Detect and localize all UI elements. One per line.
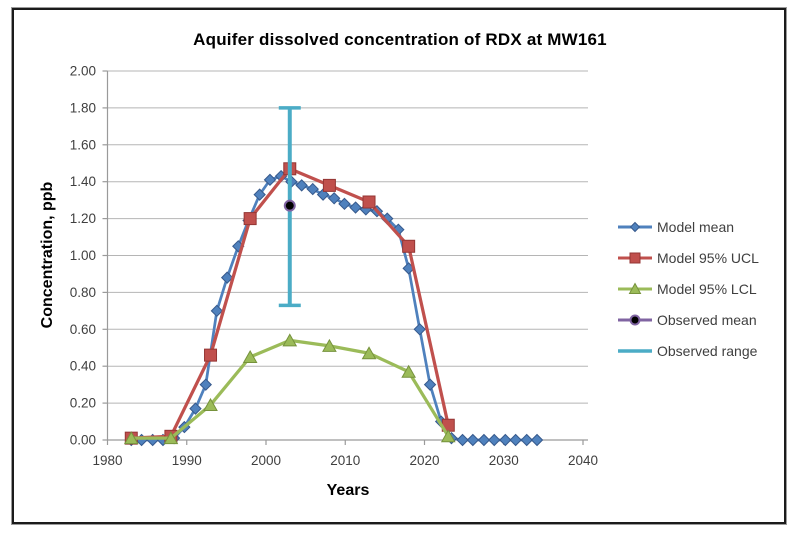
legend-label: Model 95% LCL [657, 280, 757, 297]
x-tick-label: 2020 [409, 453, 439, 468]
legend-item-observed-range: Observed range [616, 335, 759, 366]
x-tick-label: 2030 [489, 453, 519, 468]
y-tick-label: 1.00 [70, 248, 96, 263]
y-tick-label: 2.00 [70, 64, 96, 79]
x-tick-label: 2010 [330, 453, 360, 468]
legend: Model mean Model 95% UCL Model 95% LCL Obse… [616, 211, 759, 366]
x-tick-labels: 1980 1990 2000 2010 2020 2030 2040 [92, 453, 598, 468]
axes [102, 70, 588, 445]
y-tick-label: 0.20 [70, 396, 96, 411]
x-tick-label: 1980 [92, 453, 122, 468]
x-tick-label: 1990 [172, 453, 202, 468]
y-tick-label: 0.80 [70, 285, 96, 300]
series-observed-mean [283, 199, 296, 212]
legend-marker-observed-range [618, 348, 652, 353]
y-axis-title: Concentration, ppb [39, 181, 56, 329]
y-tick-label: 0.40 [70, 359, 96, 374]
legend-item-model-95-lcl: Model 95% LCL [616, 273, 759, 304]
y-tick-labels: 0.00 0.20 0.40 0.60 0.80 1.00 1.20 1.40 1.60 1.80… [70, 64, 96, 448]
gridlines [107, 70, 588, 441]
chart-title: Aquifer dissolved concentration of RDX a… [193, 30, 607, 49]
y-tick-label: 1.20 [70, 211, 96, 226]
legend-label: Model mean [657, 218, 735, 235]
legend-item-model-95-ucl: Model 95% UCL [616, 242, 759, 273]
legend-marker-model-95-lcl [618, 281, 652, 294]
y-tick-label: 0.00 [70, 433, 96, 448]
legend-marker-observed-mean [618, 314, 652, 325]
y-tick-label: 1.60 [70, 137, 96, 152]
y-tick-label: 1.80 [70, 100, 96, 115]
y-tick-label: 0.60 [70, 322, 96, 337]
legend-item-model-mean: Model mean [616, 211, 759, 242]
legend-label: Observed mean [657, 311, 757, 328]
legend-label: Model 95% UCL [657, 249, 759, 266]
legend-item-observed-mean: Observed mean [616, 304, 759, 335]
legend-label: Observed range [657, 342, 758, 359]
legend-marker-model-95-ucl [618, 252, 652, 263]
x-tick-label: 2000 [251, 453, 281, 468]
series-line [131, 174, 538, 442]
x-tick-label: 2040 [568, 453, 598, 468]
x-axis-title: Years [326, 482, 370, 499]
legend-marker-model-mean [618, 221, 652, 232]
series-model-95-lcl [123, 333, 456, 445]
y-tick-label: 1.40 [70, 174, 96, 189]
